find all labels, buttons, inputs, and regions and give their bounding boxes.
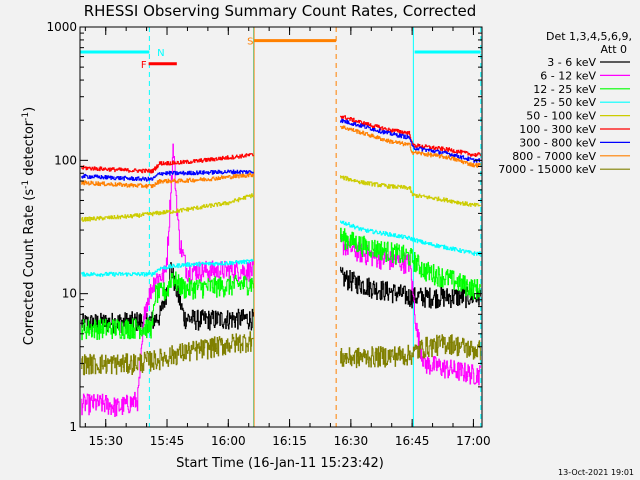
legend-header-line2: Att 0 <box>601 43 627 56</box>
legend-label: 25 - 50 keV <box>533 96 596 109</box>
legend-label: 3 - 6 keV <box>547 56 596 69</box>
legend-entry: 50 - 100 keV <box>526 110 630 123</box>
y-tick-label: 100 <box>54 153 77 167</box>
series-3 <box>81 220 481 277</box>
series-line <box>340 175 481 207</box>
legend-label: 300 - 800 keV <box>519 136 596 149</box>
x-tick-label: 17:00 <box>456 434 491 448</box>
y-axis-label: Corrected Count Rate (s-1 detector-1) <box>21 107 37 345</box>
series-line <box>340 220 481 256</box>
legend-label: 100 - 300 keV <box>519 123 596 136</box>
legend-entry: 800 - 7000 keV <box>512 150 630 163</box>
legend-entry: 25 - 50 keV <box>533 96 630 109</box>
x-axis-label: Start Time (16-Jan-11 15:23:42) <box>176 456 384 471</box>
series-6 <box>81 118 481 182</box>
y-axis-label-sup2: -1 <box>21 112 31 121</box>
plot-frame <box>79 26 483 428</box>
series-line <box>340 227 481 300</box>
series-7 <box>81 125 481 189</box>
x-tick-label: 15:45 <box>150 434 185 448</box>
x-tick-label: 16:15 <box>272 434 307 448</box>
series-line <box>81 193 254 222</box>
marker-label-N: N <box>157 48 164 59</box>
series-line <box>340 266 481 309</box>
series-line <box>81 271 254 341</box>
series-line <box>81 153 254 174</box>
y-axis-label-end: ) <box>22 107 37 112</box>
series-line <box>81 172 254 189</box>
legend-entry: 100 - 300 keV <box>519 123 630 136</box>
footer-date: 13-Oct-2021 19:01 <box>558 468 634 477</box>
series-line <box>340 118 481 163</box>
legend-label: 12 - 25 keV <box>533 83 596 96</box>
legend-label: 50 - 100 keV <box>526 110 596 123</box>
y-tick-label: 1000 <box>46 20 77 34</box>
series-8 <box>81 331 481 376</box>
legend-label: 800 - 7000 keV <box>512 150 596 163</box>
series-line <box>340 334 481 369</box>
y-tick-label: 1 <box>69 420 77 434</box>
y-axis-label-sup1: -1 <box>21 180 31 189</box>
legend-entry: 12 - 25 keV <box>533 83 630 96</box>
x-tick-label: 16:00 <box>211 434 246 448</box>
y-axis-label-mid: detector <box>22 120 37 180</box>
y-tick-label: 10 <box>62 287 77 301</box>
legend-label: 6 - 12 keV <box>540 69 596 82</box>
x-tick-label: 16:30 <box>334 434 369 448</box>
series-line <box>81 331 254 376</box>
legend-entry: 7000 - 15000 keV <box>498 163 630 176</box>
series-5 <box>81 115 481 174</box>
legend-entry: 6 - 12 keV <box>540 69 630 82</box>
series-2 <box>81 227 481 341</box>
plot-layer: FN S <box>79 27 482 427</box>
x-tick-label: 15:30 <box>88 434 123 448</box>
series-4 <box>81 175 481 222</box>
series-line <box>81 258 254 277</box>
legend-entry: 3 - 6 keV <box>547 56 630 69</box>
y-axis-label-main: Corrected Count Rate (s <box>22 189 37 346</box>
series-line <box>340 233 481 386</box>
marker-label-F: F <box>141 60 147 71</box>
series-line <box>81 169 254 182</box>
series-line <box>340 125 481 168</box>
series-line <box>340 115 481 157</box>
marker-label-S: S <box>247 37 253 48</box>
chart-title: RHESSI Observing Summary Count Rates, Co… <box>84 2 477 20</box>
legend-entry: 300 - 800 keV <box>519 136 630 149</box>
legend-label: 7000 - 15000 keV <box>498 163 596 176</box>
axis-layer: 1 10 100 1000 15:30 15:45 16:00 16:15 16:30 16:45… <box>46 20 490 448</box>
legend-header-line1: Det 1,3,4,5,6,9, <box>546 30 632 43</box>
x-tick-label: 16:45 <box>395 434 430 448</box>
